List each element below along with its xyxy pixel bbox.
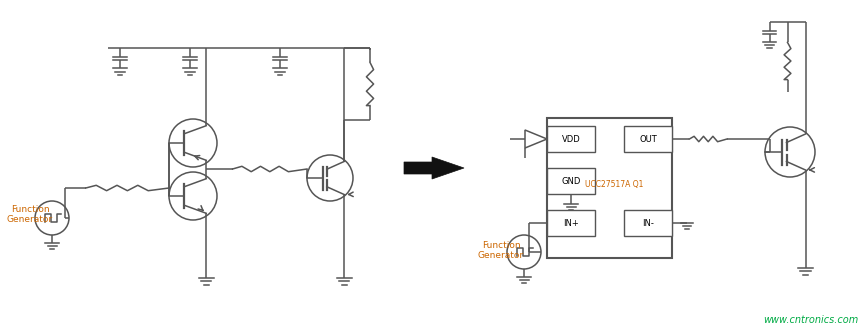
Text: IN-: IN-: [642, 218, 654, 227]
Bar: [547, 118, 672, 258]
Text: VDD: VDD: [562, 134, 580, 143]
Text: OUT: OUT: [639, 134, 657, 143]
Text: IN+: IN+: [563, 218, 578, 227]
Polygon shape: [404, 157, 464, 179]
Bar: [547, 210, 595, 236]
Text: www.cntronics.com: www.cntronics.com: [763, 315, 858, 325]
Text: Generator: Generator: [7, 215, 53, 224]
Bar: [624, 126, 672, 152]
Text: Generator: Generator: [478, 251, 524, 260]
Text: UCC27517A Q1: UCC27517A Q1: [585, 180, 643, 189]
Bar: [547, 168, 595, 194]
Text: Function: Function: [10, 205, 49, 214]
Text: Function: Function: [481, 241, 520, 250]
Bar: [624, 210, 672, 236]
Bar: [547, 126, 595, 152]
Text: GND: GND: [561, 177, 581, 186]
